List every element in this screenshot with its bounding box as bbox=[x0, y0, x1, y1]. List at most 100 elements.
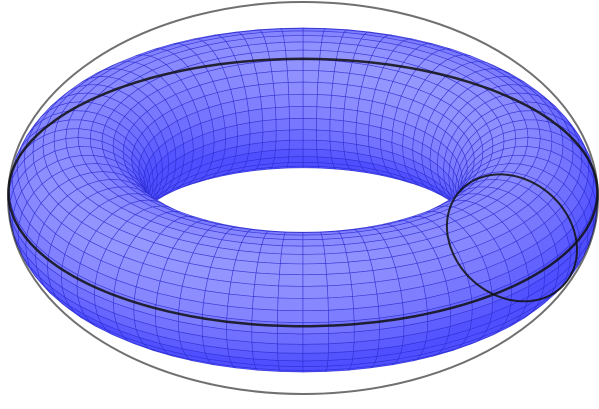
mesh-face bbox=[284, 41, 304, 51]
mesh-face bbox=[281, 30, 304, 37]
mesh-face bbox=[325, 261, 351, 275]
mesh-face bbox=[302, 156, 319, 163]
mesh-face bbox=[283, 35, 304, 43]
mesh-face bbox=[278, 273, 304, 287]
mesh-face bbox=[286, 161, 304, 167]
mesh-face bbox=[302, 321, 330, 335]
mesh-face bbox=[326, 272, 352, 287]
mesh-face bbox=[514, 128, 529, 139]
mesh-face bbox=[302, 59, 320, 72]
mesh-face bbox=[275, 106, 290, 120]
mesh-face bbox=[302, 309, 329, 323]
mesh-face bbox=[316, 82, 334, 96]
mesh-face bbox=[65, 128, 80, 139]
mesh-face bbox=[277, 352, 304, 362]
mesh-face bbox=[254, 272, 280, 287]
mesh-face bbox=[77, 137, 92, 148]
mesh-face bbox=[279, 263, 304, 276]
mesh-face bbox=[302, 81, 319, 95]
mesh-face bbox=[302, 148, 318, 158]
mesh-face bbox=[288, 106, 304, 119]
mesh-face bbox=[316, 129, 331, 142]
mesh-face bbox=[316, 118, 331, 132]
mesh-face bbox=[302, 129, 317, 141]
mesh-face bbox=[302, 333, 330, 345]
mesh-face bbox=[251, 331, 278, 345]
mesh-face bbox=[281, 239, 304, 247]
mesh-face bbox=[277, 297, 304, 312]
mesh-face bbox=[272, 82, 290, 96]
mesh-face bbox=[249, 120, 264, 135]
mesh-face bbox=[261, 140, 277, 152]
mesh-face bbox=[302, 30, 325, 37]
mesh-face bbox=[320, 41, 341, 52]
mesh-face bbox=[287, 156, 304, 163]
mesh-face bbox=[343, 108, 358, 123]
mesh-face bbox=[262, 130, 277, 143]
mesh-face bbox=[526, 128, 541, 139]
mesh-face bbox=[327, 296, 354, 311]
mesh-face bbox=[329, 130, 344, 143]
mesh-face bbox=[343, 96, 360, 112]
mesh-face bbox=[277, 309, 304, 323]
mesh-face bbox=[256, 71, 274, 86]
mesh-face bbox=[302, 360, 329, 367]
mesh-face bbox=[302, 139, 318, 150]
mesh-face bbox=[289, 129, 304, 141]
mesh-face bbox=[275, 118, 290, 132]
mesh-face bbox=[326, 284, 353, 299]
mesh-face bbox=[302, 161, 320, 167]
mesh-face bbox=[248, 108, 263, 123]
mesh-face bbox=[261, 107, 277, 122]
mesh-face bbox=[302, 239, 325, 247]
mesh-face bbox=[329, 119, 344, 133]
mesh-face bbox=[318, 59, 337, 73]
mesh-face bbox=[302, 117, 317, 131]
mesh-face bbox=[302, 93, 318, 108]
meridian-curve bbox=[445, 173, 578, 303]
mesh-face bbox=[302, 297, 329, 312]
mesh-face bbox=[260, 94, 276, 110]
mesh-face bbox=[329, 140, 345, 152]
mesh-face bbox=[251, 320, 278, 334]
mesh-face bbox=[274, 94, 290, 108]
mesh-face bbox=[277, 360, 304, 367]
mesh-face bbox=[302, 285, 329, 299]
mesh-face bbox=[246, 96, 263, 112]
mesh-face bbox=[289, 117, 304, 131]
mesh-face bbox=[288, 139, 304, 150]
mesh-face bbox=[269, 59, 288, 73]
mesh-face bbox=[328, 320, 355, 334]
mesh-face bbox=[276, 321, 304, 335]
mesh-face bbox=[283, 234, 304, 241]
mesh-face bbox=[316, 106, 331, 120]
mesh-face bbox=[288, 93, 304, 108]
mesh-face bbox=[286, 59, 304, 72]
mesh-face bbox=[265, 41, 286, 52]
mesh-face bbox=[302, 245, 326, 255]
mesh-face bbox=[275, 129, 290, 142]
mesh-face bbox=[514, 137, 529, 148]
mesh-face bbox=[302, 343, 329, 354]
mesh-face bbox=[227, 293, 254, 310]
mesh-face bbox=[302, 352, 329, 362]
mesh-face bbox=[277, 285, 304, 299]
mesh-face bbox=[302, 41, 322, 51]
mesh-face bbox=[324, 252, 349, 264]
mesh-face bbox=[253, 60, 273, 74]
mesh-face bbox=[302, 70, 320, 83]
mesh-face bbox=[252, 296, 279, 311]
mesh-face bbox=[259, 244, 283, 255]
mesh-face bbox=[257, 252, 282, 264]
mesh-face bbox=[323, 244, 347, 255]
mesh-face bbox=[302, 106, 318, 119]
mesh-face bbox=[255, 261, 281, 275]
mesh-face bbox=[345, 84, 362, 100]
mesh-face bbox=[280, 245, 304, 255]
torus-mesh bbox=[7, 27, 599, 373]
mesh-face bbox=[352, 293, 379, 310]
outer-outline bbox=[7, 1, 599, 395]
mesh-face bbox=[302, 273, 328, 287]
